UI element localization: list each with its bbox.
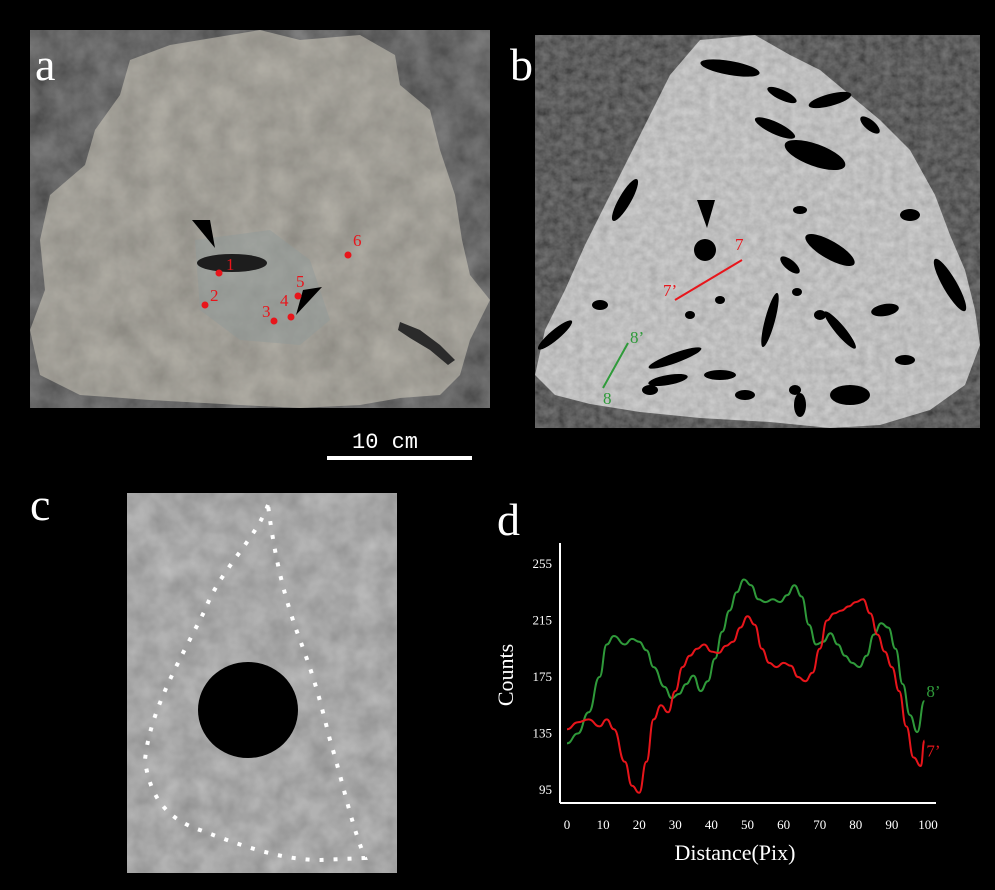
x-tick-label: 10 [597, 817, 610, 832]
panel-b: 7 7’ 8 8’ b [510, 35, 980, 428]
marker-label: 3 [262, 302, 271, 321]
profile-label: 8 [603, 389, 612, 408]
y-tick-label: 135 [533, 726, 553, 741]
arrow-icon [296, 287, 322, 315]
x-axis-title: Distance(Pix) [675, 840, 796, 865]
panel-label-a: a [35, 39, 55, 90]
arrow-icon [697, 200, 715, 228]
ct-zoom-hole [198, 662, 298, 758]
marker-label: 6 [353, 231, 362, 250]
marker-dot [201, 301, 209, 309]
marker-label: 5 [296, 272, 305, 291]
fossil-hole [197, 254, 267, 272]
x-tick-label: 70 [813, 817, 826, 832]
x-tick-label: 20 [633, 817, 646, 832]
scale-bar-label: 10 cm [352, 430, 418, 455]
panel-label-b: b [510, 39, 533, 90]
series-lines [566, 578, 926, 794]
x-tick-labels: 0 10 20 30 40 50 60 70 80 90 100 [564, 817, 938, 832]
marker-dot [344, 251, 352, 259]
crack-dark [398, 322, 455, 365]
series-label: 8’ [926, 682, 940, 701]
x-tick-label: 80 [849, 817, 862, 832]
marker-dot [294, 292, 302, 300]
sample-markers: 1 2 3 4 5 6 [201, 231, 362, 325]
dotted-outline [142, 504, 368, 863]
panel-a: 1 2 3 4 5 6 10 cm a [30, 30, 490, 460]
series-labels: 8’ 7’ [926, 682, 940, 761]
profile-label: 7 [735, 235, 744, 254]
marker-label: 2 [210, 286, 219, 305]
marker-label: 1 [226, 255, 235, 274]
series-label: 7’ [926, 742, 940, 761]
profile-line-7 [674, 259, 743, 301]
series-line-green [566, 578, 926, 745]
rock-photo [30, 30, 490, 408]
x-tick-label: 60 [777, 817, 790, 832]
series-line-red [566, 598, 926, 794]
y-axis-title: Counts [493, 644, 518, 706]
x-tick-label: 40 [705, 817, 718, 832]
x-tick-label: 100 [918, 817, 938, 832]
y-tick-label: 255 [533, 556, 553, 571]
marker-dot [215, 269, 223, 277]
y-tick-label: 215 [533, 613, 553, 628]
profile-line-8 [602, 342, 629, 389]
marker-label: 4 [280, 291, 289, 310]
profile-label: 7’ [663, 281, 677, 300]
y-tick-label: 175 [533, 669, 553, 684]
marker-dot [287, 313, 295, 321]
panel-label-d: d [497, 494, 520, 545]
x-tick-label: 0 [564, 817, 571, 832]
panel-c: c [30, 479, 397, 873]
x-tick-label: 50 [741, 817, 754, 832]
arrow-icon [192, 220, 215, 248]
profile-label: 8’ [630, 328, 644, 347]
y-tick-label: 95 [539, 782, 552, 797]
panel-label-c: c [30, 479, 50, 530]
ct-slice [535, 35, 980, 428]
ct-fossil-hole [694, 239, 716, 261]
scale-bar [327, 456, 472, 460]
x-tick-label: 30 [669, 817, 682, 832]
y-tick-labels: 95 135 175 215 255 [533, 556, 553, 797]
ct-voids [537, 59, 967, 417]
marker-dot [270, 317, 278, 325]
x-tick-label: 90 [885, 817, 898, 832]
